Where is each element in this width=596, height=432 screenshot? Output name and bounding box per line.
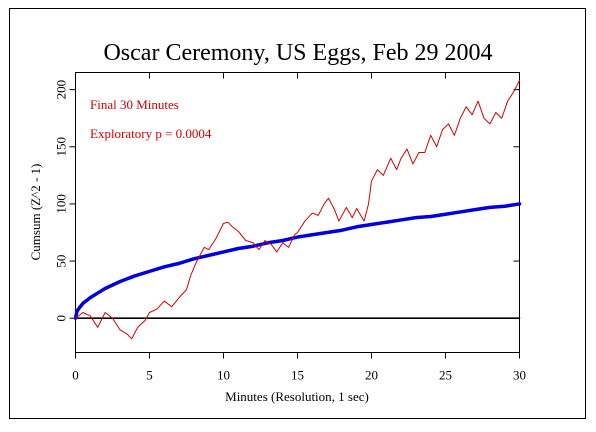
y-axis: 0 50 100 150 200 <box>54 80 520 322</box>
x-tick-label: 15 <box>291 368 304 383</box>
x-tick-label: 30 <box>513 368 526 383</box>
y-tick-label: 150 <box>54 137 69 157</box>
x-axis: 0 5 10 15 20 25 30 <box>72 72 526 383</box>
chart-title: Oscar Ceremony, US Eggs, Feb 29 2004 <box>103 40 492 66</box>
x-tick-label: 20 <box>365 368 378 383</box>
y-tick-label: 200 <box>54 80 69 100</box>
annotation-final-30-minutes: Final 30 Minutes <box>90 97 179 112</box>
series-cumulative-deviation-line <box>75 80 520 340</box>
x-tick-label: 5 <box>146 368 153 383</box>
annotation-exploratory-p: Exploratory p = 0.0004 <box>90 126 212 141</box>
y-axis-label: Cumsum (Z^2 - 1) <box>28 164 43 261</box>
x-tick-label: 0 <box>72 368 79 383</box>
y-tick-label: 100 <box>54 194 69 214</box>
x-tick-label: 10 <box>217 368 230 383</box>
series-layer <box>73 80 522 340</box>
x-tick-label: 25 <box>439 368 452 383</box>
x-axis-label: Minutes (Resolution, 1 sec) <box>225 389 369 404</box>
y-tick-label: 0 <box>54 315 69 322</box>
y-tick-label: 50 <box>54 255 69 268</box>
